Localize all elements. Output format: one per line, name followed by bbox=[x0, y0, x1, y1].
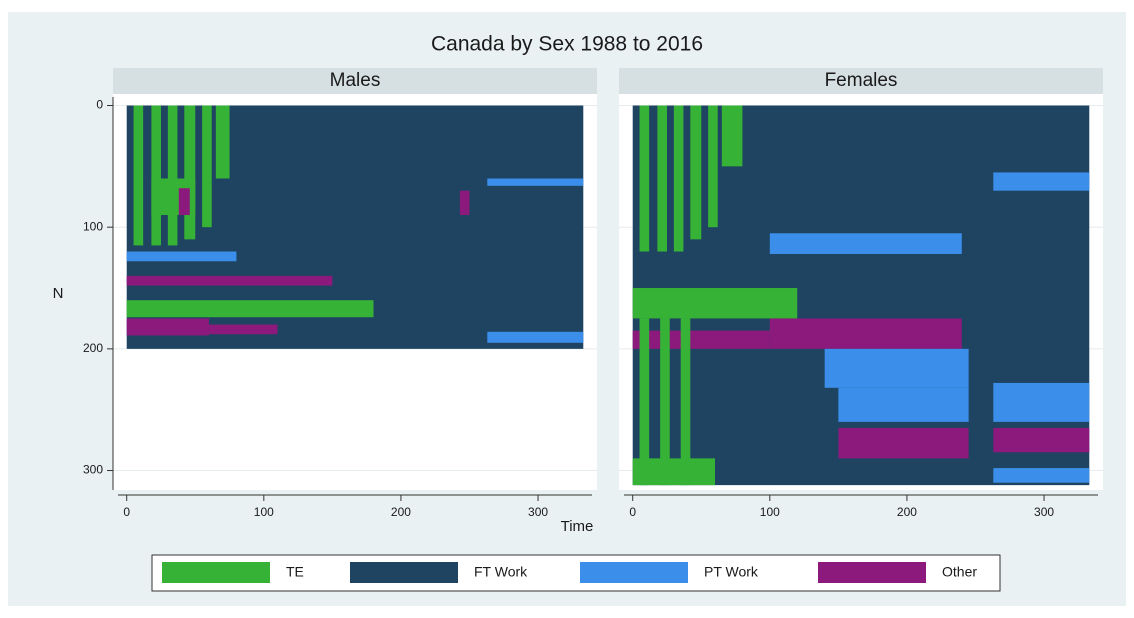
panel-title: Females bbox=[825, 70, 898, 91]
sequence-segment bbox=[708, 105, 718, 228]
x-tick-label: 0 bbox=[123, 505, 130, 519]
legend-label: PT Work bbox=[704, 564, 759, 580]
sequence-segment bbox=[632, 330, 770, 349]
sequence-segment bbox=[167, 105, 178, 246]
x-tick-label: 300 bbox=[1034, 505, 1054, 519]
sequence-segment bbox=[838, 427, 969, 459]
sequence-segment bbox=[673, 105, 684, 252]
strip bbox=[619, 68, 1103, 94]
sequence-segment bbox=[632, 288, 798, 319]
legend-swatch bbox=[580, 562, 688, 583]
y-tick-label: 100 bbox=[83, 219, 103, 233]
x-tick-label: 100 bbox=[760, 505, 780, 519]
sequence-segment bbox=[487, 178, 584, 186]
x-tick-label: 200 bbox=[391, 505, 411, 519]
sequence-segment bbox=[993, 172, 1090, 191]
legend-swatch bbox=[350, 562, 458, 583]
x-tick-label: 100 bbox=[254, 505, 274, 519]
y-tick-label: 300 bbox=[83, 463, 103, 477]
sequence-segment bbox=[838, 387, 969, 422]
strip bbox=[113, 68, 597, 94]
legend-swatch bbox=[818, 562, 926, 583]
sequence-segment bbox=[769, 233, 962, 254]
sequence-segment bbox=[151, 105, 161, 246]
y-axis-label: N bbox=[53, 285, 64, 302]
sequence-segment bbox=[690, 105, 702, 240]
sequence-segment bbox=[680, 318, 691, 486]
sequence-segment bbox=[993, 427, 1090, 453]
legend-label: FT Work bbox=[474, 564, 528, 580]
sequence-segment bbox=[632, 458, 715, 486]
x-tick-label: 0 bbox=[629, 505, 636, 519]
sequence-segment bbox=[993, 468, 1090, 483]
sequence-segment bbox=[202, 105, 212, 228]
x-tick-label: 200 bbox=[897, 505, 917, 519]
sequence-segment bbox=[993, 382, 1090, 422]
panel-title: Males bbox=[330, 70, 381, 91]
sequence-segment bbox=[660, 318, 670, 486]
sequence-segment bbox=[126, 318, 209, 336]
sequence-segment bbox=[133, 105, 144, 246]
sequence-segment bbox=[184, 105, 196, 240]
sequence-segment bbox=[639, 318, 650, 486]
sequence-segment bbox=[487, 331, 584, 343]
sequence-segment bbox=[126, 275, 333, 286]
sequence-segment bbox=[721, 105, 743, 167]
legend-label: Other bbox=[942, 564, 977, 580]
x-tick-label: 300 bbox=[528, 505, 548, 519]
sequence-segment bbox=[824, 348, 969, 388]
sequence-segment bbox=[459, 190, 470, 216]
legend-label: TE bbox=[286, 564, 304, 580]
sequence-segment bbox=[639, 105, 650, 252]
legend-swatch bbox=[162, 562, 270, 583]
y-tick-label: 200 bbox=[83, 341, 103, 355]
sequence-segment bbox=[126, 251, 237, 262]
y-tick-label: 0 bbox=[96, 98, 103, 112]
sequence-segment bbox=[215, 105, 230, 179]
sequence-segment bbox=[769, 318, 962, 349]
sequence-segment bbox=[657, 105, 667, 252]
sequence-segment bbox=[126, 300, 374, 318]
sequence-segment bbox=[178, 188, 190, 216]
sequence-segment bbox=[208, 324, 278, 335]
chart-title: Canada by Sex 1988 to 2016 bbox=[431, 33, 703, 56]
x-axis-label: Time bbox=[561, 518, 594, 535]
